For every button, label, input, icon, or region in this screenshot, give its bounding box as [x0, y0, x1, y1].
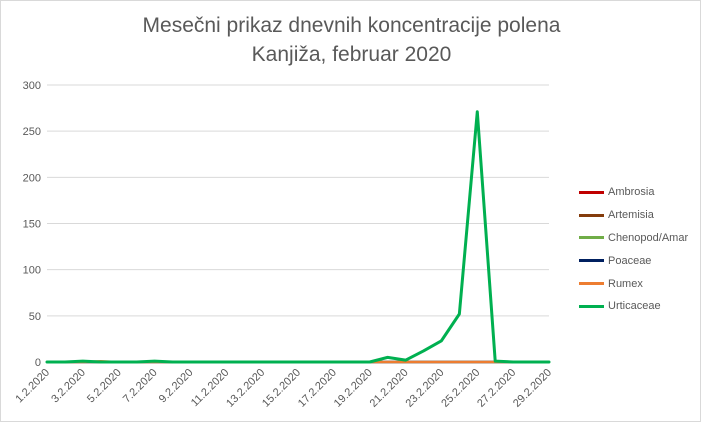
chart-title-block: Mesečni prikaz dnevnih koncentracije pol… — [1, 11, 701, 69]
legend-item: Urticaceae — [579, 295, 688, 318]
legend-swatch — [579, 259, 604, 263]
legend-label: Rumex — [608, 277, 643, 290]
y-tick-label: 300 — [23, 80, 41, 92]
legend-label: Artemisia — [608, 209, 654, 222]
legend-swatch — [579, 213, 604, 217]
chart-subtitle: Kanjiža, februar 2020 — [251, 43, 452, 66]
y-tick-label: 250 — [23, 126, 41, 138]
legend-item: Poaceae — [579, 249, 688, 272]
y-tick-label: 100 — [23, 265, 41, 277]
legend-swatch — [579, 304, 604, 308]
legend-swatch — [579, 190, 604, 194]
y-tick-label: 50 — [29, 311, 41, 323]
series-line-urticaceae — [45, 110, 551, 364]
legend-item: Artemisia — [579, 204, 688, 227]
x-tick-label: 1.2.2020 — [13, 367, 52, 406]
y-tick-label: 150 — [23, 219, 41, 231]
x-tick-label: 5.2.2020 — [85, 367, 124, 406]
x-tick-label: 7.2.2020 — [121, 367, 160, 406]
y-tick-label: 200 — [23, 172, 41, 184]
legend-label: Urticaceae — [608, 300, 661, 313]
legend-item: Ambrosia — [579, 181, 688, 204]
legend-swatch — [579, 236, 604, 240]
legend-item: Chenopod/Amar — [579, 227, 688, 250]
x-tick-label: 29.2.2020 — [511, 367, 554, 410]
legend-label: Ambrosia — [608, 186, 655, 199]
x-tick-label: 3.2.2020 — [49, 367, 88, 406]
legend-item: Rumex — [579, 272, 688, 295]
legend-label: Chenopod/Amar — [608, 231, 689, 244]
y-tick-label: 0 — [35, 357, 41, 369]
legend-label: Poaceae — [608, 254, 652, 267]
legend-swatch — [579, 282, 604, 286]
chart-title: Mesečni prikaz dnevnih koncentracije pol… — [142, 14, 561, 37]
chart-legend: Ambrosia Artemisia Chenopod/Amar Poaceae Rum… — [579, 181, 688, 318]
